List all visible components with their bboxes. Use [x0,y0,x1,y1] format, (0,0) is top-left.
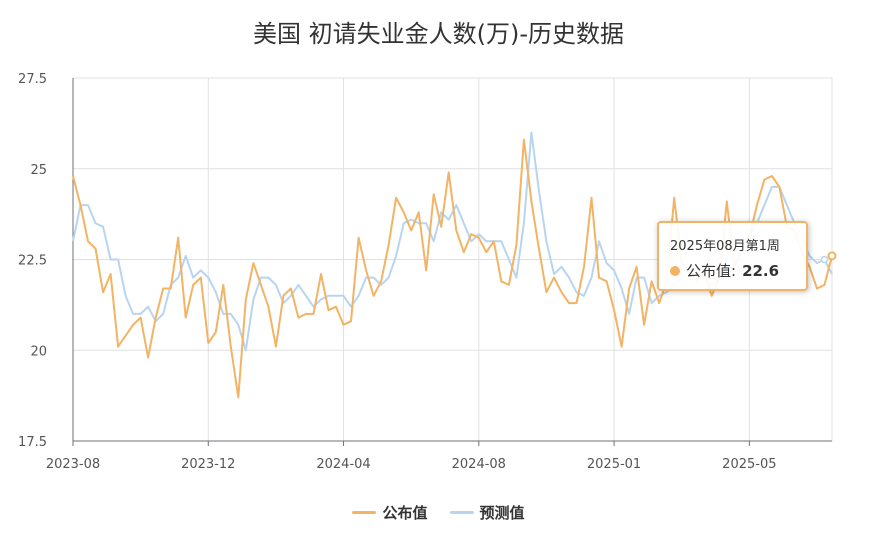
tooltip-row: 公布值: 22.6 [670,260,798,281]
legend: 公布值 预测值 [0,502,877,523]
x-tick-label: 2024-08 [452,457,506,472]
y-tick-label: 20 [30,344,47,359]
y-tick-label: 25 [30,163,47,178]
legend-label-published: 公布值 [382,504,428,522]
x-tick-label: 2025-05 [722,457,776,472]
data-tooltip: 2025年08月第1周 公布值: 22.6 [657,221,808,291]
x-tick-label: 2023-08 [46,457,100,472]
tick-labels: 17.5 20 22.5 25 27.5 2023-08 2023-12 2024-04 202… [18,72,776,472]
tooltip-date: 2025年08月第1周 [670,239,780,254]
tooltip-value: 22.6 [742,261,780,280]
x-tick-label: 2025-01 [587,457,641,472]
x-tick-label: 2024-04 [316,457,370,472]
hover-marker-published [827,251,837,261]
axes [72,78,832,446]
chart-title: 美国 初请失业金人数(万)-历史数据 [252,20,624,48]
legend-label-forecast: 预测值 [479,504,525,522]
legend-item-forecast[interactable]: 预测值 [449,502,525,523]
legend-item-published[interactable]: 公布值 [352,502,428,523]
legend-swatch-forecast [449,511,474,514]
y-tick-label: 22.5 [18,254,47,269]
y-tick-label: 27.5 [18,72,47,87]
hover-markers [820,251,837,264]
tooltip-series-label: 公布值: [686,262,737,280]
y-tick-label: 17.5 [18,435,47,450]
x-tick-label: 2023-12 [181,457,235,472]
hover-marker-forecast [820,255,829,264]
legend-swatch-published [352,511,377,514]
tooltip-series-dot [670,265,680,276]
